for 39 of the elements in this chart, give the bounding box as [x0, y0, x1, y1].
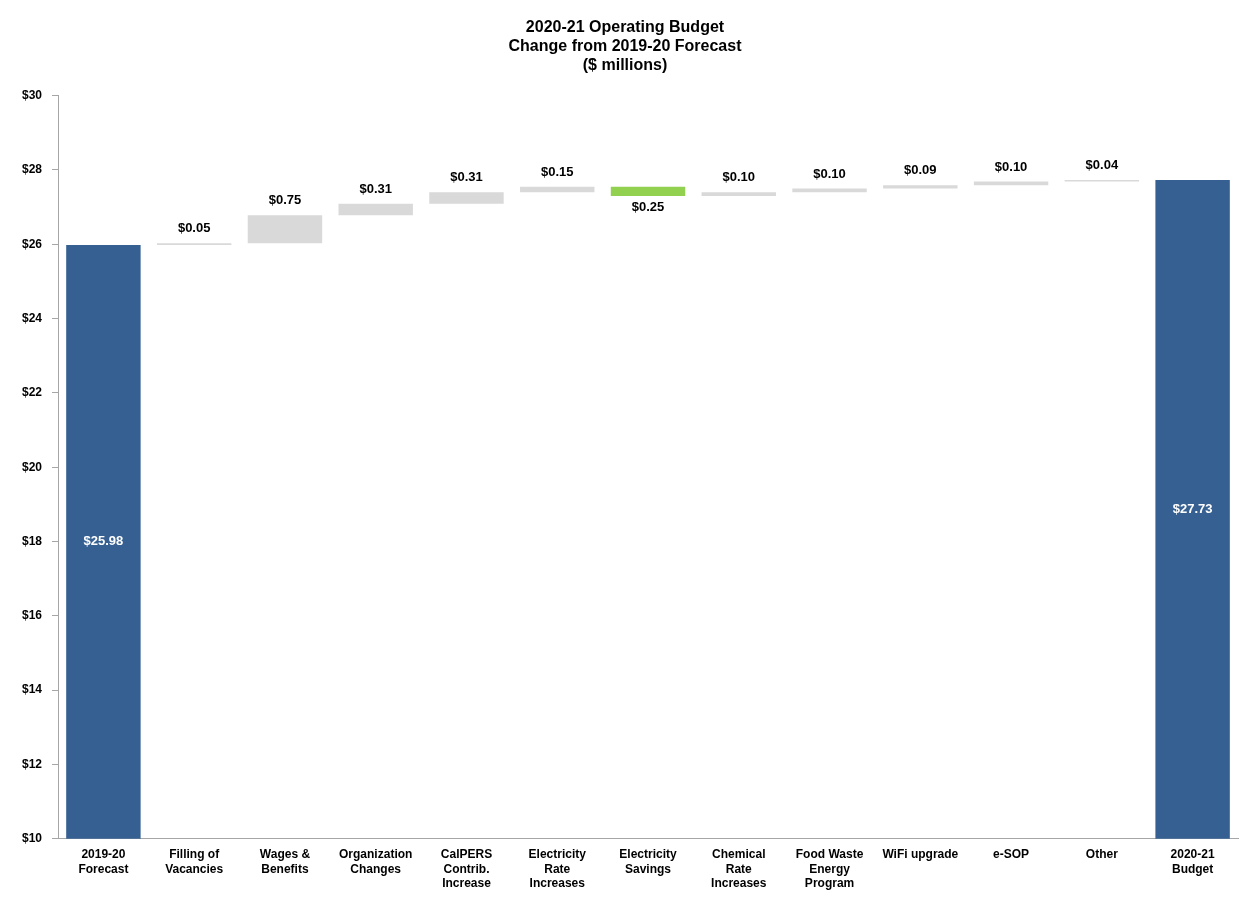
data-label: $0.10 [722, 169, 756, 185]
x-tick-label: Filling of Vacancies [165, 847, 224, 876]
y-tick-label: $12 [21, 756, 43, 771]
chart-subtitle: Change from 2019-20 Forecast ($ millions) [508, 37, 743, 74]
y-tick-label: $14 [21, 682, 43, 697]
data-label: $0.25 [631, 199, 665, 215]
y-tick-label: $28 [21, 162, 43, 177]
data-label: $27.73 [1172, 500, 1213, 516]
x-tick-label: Food Waste Energy Program [795, 847, 864, 891]
y-tick-label: $10 [21, 831, 43, 846]
data-label: $0.75 [268, 192, 302, 208]
y-tick-label: $30 [21, 87, 43, 102]
data-label: $0.15 [540, 163, 574, 179]
x-tick-label: 2020-21 Budget [1170, 847, 1215, 876]
x-tick-label: Electricity Rate Increases [528, 847, 587, 891]
data-label: $0.10 [994, 158, 1028, 174]
x-tick-label: Other [1085, 847, 1119, 862]
chart-title: 2020-21 Operating Budget [525, 18, 725, 36]
data-label: $0.31 [450, 169, 483, 185]
x-tick-label: Organization Changes [339, 847, 413, 876]
y-tick-label: $16 [21, 608, 43, 623]
x-tick-label: Electricity Savings [619, 847, 678, 876]
y-tick-label: $26 [21, 236, 43, 251]
data-label: $0.04 [1085, 157, 1119, 173]
y-tick-label: $18 [21, 533, 43, 548]
x-tick-label: Chemical Rate Increases [711, 847, 767, 891]
x-tick-label: 2019-20 Forecast [78, 847, 129, 876]
x-tick-label: CalPERS Contrib. Increase [440, 847, 493, 891]
y-tick-label: $22 [21, 385, 43, 400]
data-label: $0.09 [904, 162, 937, 178]
y-tick-label: $20 [21, 459, 43, 474]
x-tick-label: Wages & Benefits [259, 847, 311, 876]
x-tick-label: e-SOP [993, 847, 1030, 862]
data-label: $25.98 [83, 533, 124, 549]
data-label: $0.10 [813, 165, 846, 181]
data-label: $0.05 [177, 220, 211, 236]
y-tick-label: $24 [21, 310, 43, 325]
x-tick-label: WiFi upgrade [882, 847, 959, 862]
data-label: $0.31 [359, 180, 392, 196]
